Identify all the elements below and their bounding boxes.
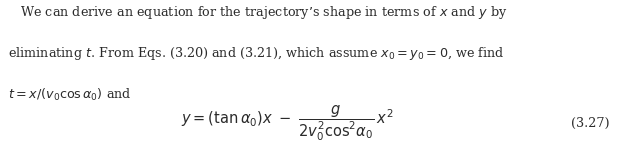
Text: eliminating $t$. From Eqs. (3.20) and (3.21), which assume $x_0 = y_0 = 0$, we f: eliminating $t$. From Eqs. (3.20) and (3… [8, 45, 504, 62]
Text: $y = (\tan\alpha_0)x\ -\ \dfrac{g}{2v_0^2\cos^2\!\alpha_0}\,x^2$: $y = (\tan\alpha_0)x\ -\ \dfrac{g}{2v_0^… [181, 104, 394, 142]
Text: $t = x/(v_0\cos\alpha_0)$ and: $t = x/(v_0\cos\alpha_0)$ and [8, 87, 131, 103]
Text: We can derive an equation for the trajectory’s shape in terms of $x$ and $y$ by: We can derive an equation for the trajec… [8, 4, 507, 21]
Text: (3.27): (3.27) [571, 117, 609, 130]
